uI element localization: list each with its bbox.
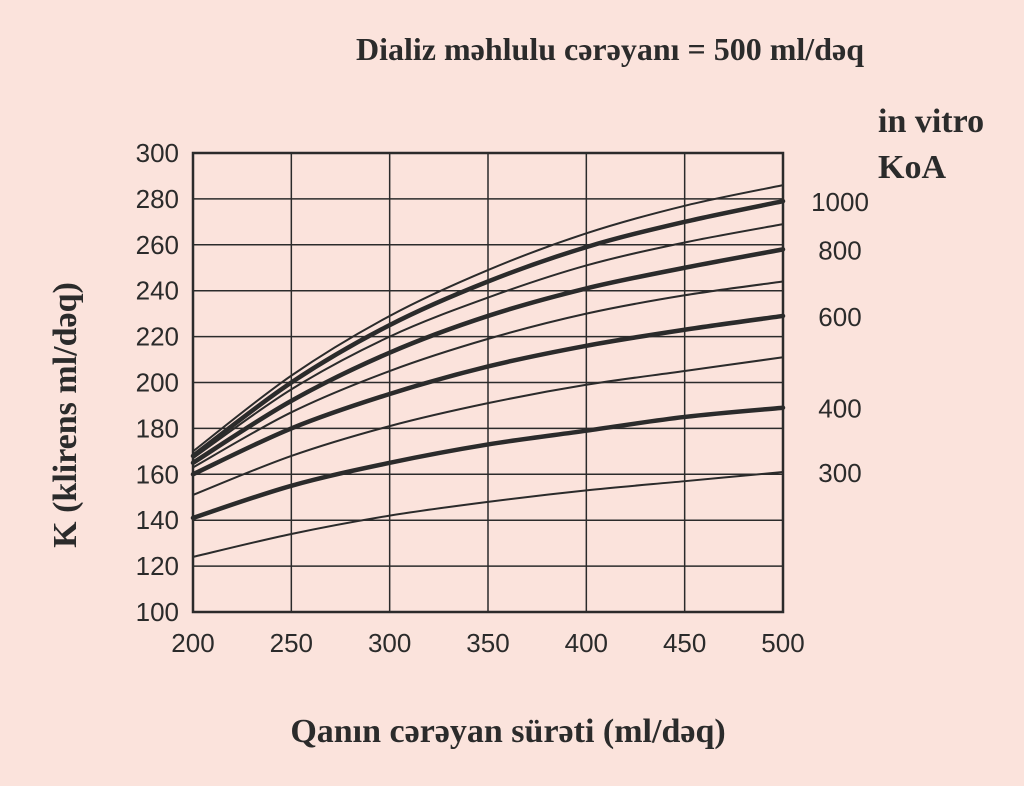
x-tick-label: 450 — [663, 628, 706, 658]
koa-label-1000: 1000 — [811, 187, 869, 217]
series-line-1 — [190, 405, 786, 521]
series-line-4 — [192, 280, 784, 469]
x-tick-label: 350 — [466, 628, 509, 658]
legend-title-line-2: KoA — [878, 149, 946, 186]
series-line-6 — [192, 223, 784, 460]
series-line-0 — [192, 471, 784, 558]
x-tick-label: 250 — [270, 628, 313, 658]
y-tick-label: 280 — [136, 184, 179, 214]
chart-title: Dializ məhlulu cərəyanı = 500 ml/dəq — [356, 31, 864, 67]
series-line-8 — [192, 184, 784, 453]
series-line-3 — [190, 313, 786, 477]
y-tick-label: 180 — [136, 413, 179, 443]
x-tick-label: 500 — [761, 628, 804, 658]
series-line-7 — [190, 198, 786, 459]
plot-area: 100 120 140 160 180 200 220 240 260 280 300 200 250 3… — [136, 138, 869, 658]
y-tick-label: 240 — [136, 276, 179, 306]
x-axis-label: Qanın cərəyan sürəti (ml/dəq) — [290, 713, 725, 750]
y-tick-label: 160 — [136, 459, 179, 489]
x-tick-label: 400 — [565, 628, 608, 658]
y-tick-label: 220 — [136, 322, 179, 352]
koa-label-800: 800 — [818, 235, 861, 265]
y-tick-label: 200 — [136, 368, 179, 398]
y-tick-label: 260 — [136, 230, 179, 260]
plot-frame — [191, 151, 785, 614]
y-axis-label: K (klirens ml/dəq) — [47, 282, 84, 548]
koa-label-400: 400 — [818, 394, 861, 424]
x-tick-label: 200 — [171, 628, 214, 658]
y-tick-label: 300 — [136, 138, 179, 168]
x-tick-label: 300 — [368, 628, 411, 658]
y-tick-label: 100 — [136, 597, 179, 627]
series-line-2 — [192, 356, 784, 496]
koa-label-300: 300 — [818, 458, 861, 488]
series-line-5 — [190, 247, 786, 466]
koa-label-600: 600 — [818, 302, 861, 332]
y-tick-label: 140 — [136, 505, 179, 535]
y-tick-label: 120 — [136, 551, 179, 581]
legend-title-line-1: in vitro — [878, 103, 984, 140]
